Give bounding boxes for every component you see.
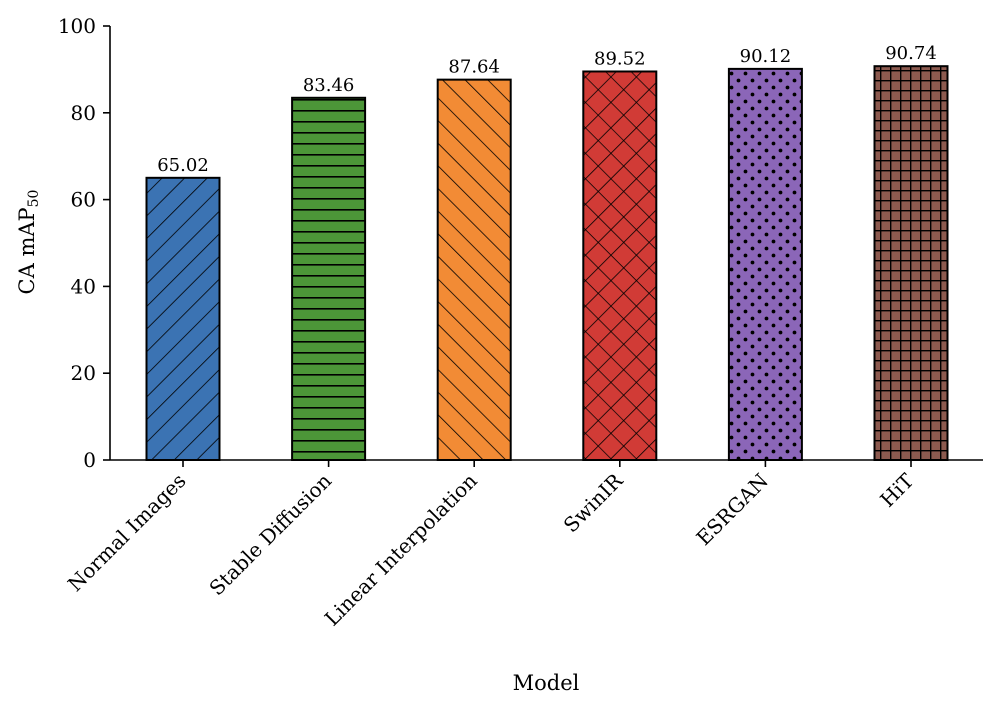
x-tick-label: ESRGAN: [691, 469, 773, 551]
y-axis-title: CA mAP50: [15, 190, 42, 295]
x-tick-label: Linear Interpolation: [320, 468, 482, 630]
y-tick-label: 20: [71, 361, 96, 385]
y-tick-label: 40: [71, 274, 96, 298]
bar-stable-diffusion: [291, 96, 367, 461]
x-tick-label: HiT: [875, 468, 919, 512]
bar-esrgan: [727, 67, 803, 461]
y-axis-title-subscript: 50: [26, 190, 42, 208]
data-label: 87.64: [448, 57, 500, 78]
data-label: 65.02: [157, 155, 209, 176]
y-axis: 0 20 40 60 80 100: [58, 14, 111, 472]
x-tick-label: SwinIR: [559, 468, 628, 537]
bars-group: [145, 65, 949, 462]
bar-linear-interpolation: [436, 78, 512, 462]
data-label: 83.46: [303, 75, 355, 96]
y-tick-label: 60: [71, 188, 96, 212]
bar-swinir: [582, 70, 658, 462]
bar-hit: [873, 65, 949, 462]
y-axis-title-main: CA mAP: [15, 207, 39, 294]
data-label: 90.12: [740, 46, 792, 67]
y-tick-label: 80: [71, 101, 96, 125]
data-label: 90.74: [885, 43, 937, 64]
y-tick-label: 0: [83, 448, 96, 472]
y-tick-label: 100: [58, 14, 96, 38]
data-label: 89.52: [594, 48, 646, 69]
x-tick-label: Normal Images: [63, 469, 191, 597]
data-labels-group: 65.02 83.46 87.64 89.52 90.12 90.74: [157, 43, 937, 176]
bar-normal-images: [145, 176, 221, 461]
x-tick-label: Stable Diffusion: [204, 468, 336, 600]
x-axis-title: Model: [513, 671, 580, 695]
